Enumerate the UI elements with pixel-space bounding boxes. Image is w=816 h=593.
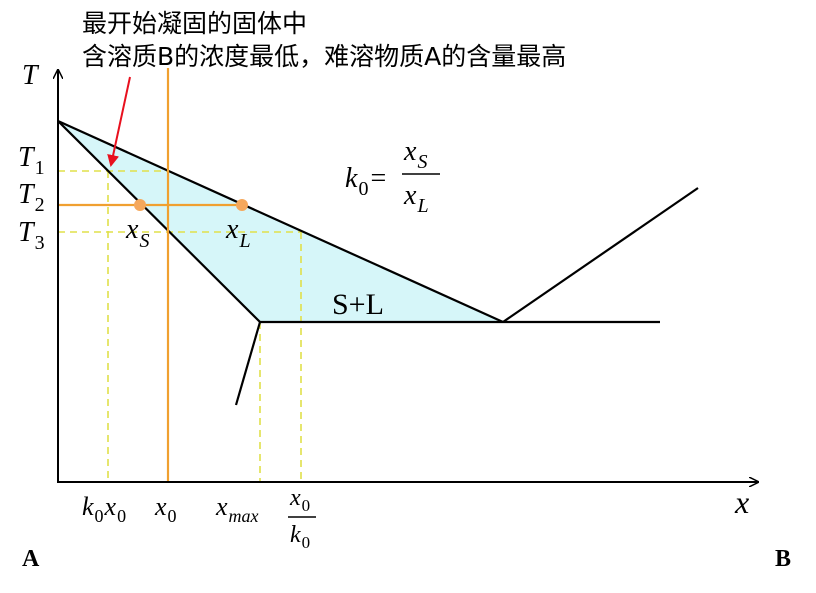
y-axis-label: T — [22, 60, 40, 91]
annotation-line-2: 含溶质B的浓度最低，难溶物质A的含量最高 — [82, 42, 567, 71]
x-axis-label: x — [734, 484, 749, 520]
xs-label: xS — [125, 214, 149, 252]
xl-label: xL — [225, 214, 251, 252]
corner-label-a: A — [22, 546, 40, 572]
x0-over-k0-label: x0 k0 — [288, 485, 316, 552]
x0-label: x0 — [154, 492, 177, 526]
xs-point — [134, 199, 146, 211]
svg-text:xL: xL — [403, 180, 429, 217]
xl-point — [236, 199, 248, 211]
xmax-label: xmax — [215, 492, 259, 526]
t3-label: T3 — [18, 217, 45, 254]
k0x0-label: k0x0 — [82, 492, 126, 526]
annotation-arrow — [107, 76, 131, 167]
corner-label-b: B — [775, 546, 791, 572]
two-phase-label: S+L — [332, 288, 384, 321]
t2-label: T2 — [18, 179, 45, 216]
solvus-line — [234, 321, 262, 406]
svg-text:k0=: k0= — [345, 163, 386, 200]
solidus-line — [57, 120, 261, 323]
t1-label: T1 — [18, 142, 45, 179]
annotation-line-1: 最开始凝固的固体中 — [82, 9, 308, 38]
liquidus-line — [57, 119, 504, 324]
partition-coefficient-formula: k0= xS xL — [345, 136, 440, 217]
svg-text:xS: xS — [403, 136, 427, 173]
svg-text:x0: x0 — [289, 485, 310, 515]
right-liquidus-line — [502, 187, 699, 323]
svg-text:k0: k0 — [290, 522, 310, 552]
